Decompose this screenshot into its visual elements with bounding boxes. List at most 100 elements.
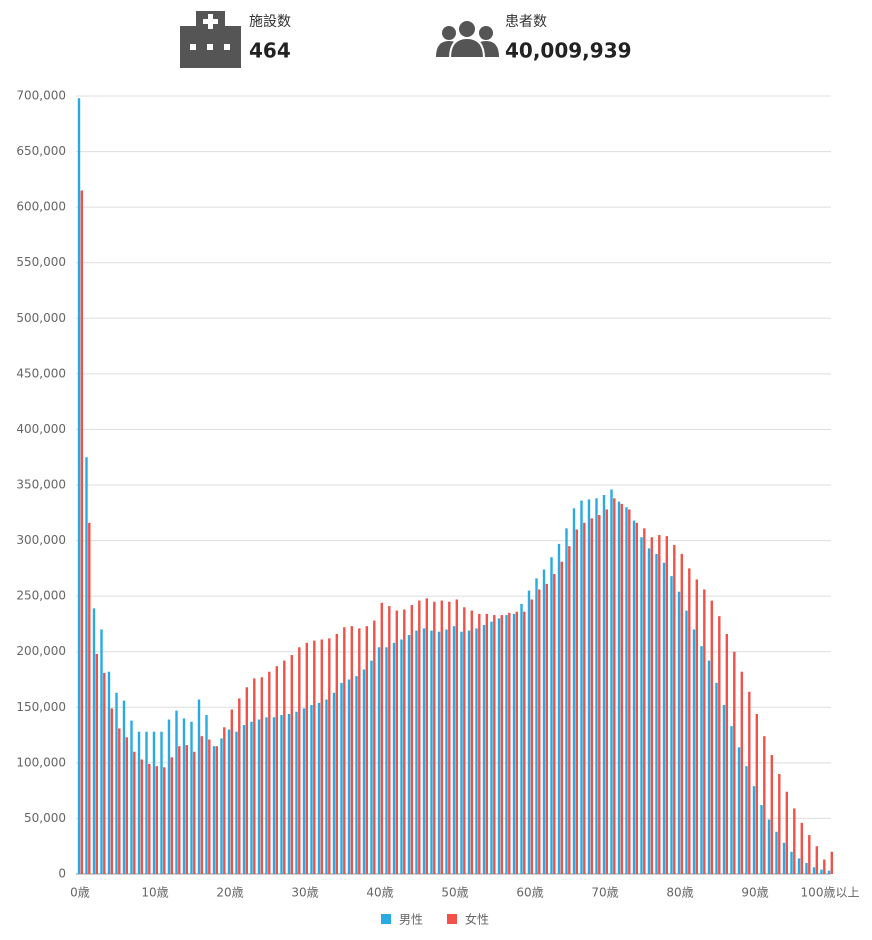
y-tick-label: 250,000 <box>16 589 66 603</box>
bar <box>470 610 473 874</box>
bar <box>422 628 426 874</box>
bar <box>403 609 406 874</box>
bar <box>602 495 606 874</box>
bar <box>613 498 616 874</box>
x-tick-label: 100歳以上 <box>801 886 860 900</box>
bar <box>493 615 496 874</box>
bar <box>485 613 488 874</box>
bar <box>508 612 511 874</box>
bar <box>695 579 698 874</box>
bar <box>830 851 833 874</box>
bar <box>265 717 268 874</box>
bar <box>77 98 81 875</box>
bar <box>275 666 278 874</box>
bar <box>272 717 276 874</box>
bar <box>197 699 201 874</box>
bar <box>305 642 308 874</box>
bar <box>748 691 751 874</box>
bar <box>140 759 143 874</box>
y-tick-label: 550,000 <box>16 255 66 269</box>
bar <box>520 603 523 874</box>
bar <box>437 631 441 874</box>
bar <box>385 647 388 874</box>
x-tick-label: 80歳 <box>666 886 693 900</box>
bar <box>820 869 823 874</box>
bar <box>103 672 106 874</box>
bar <box>767 819 771 874</box>
bar <box>700 646 703 874</box>
bar <box>190 721 193 874</box>
bar <box>358 628 361 874</box>
bar <box>313 640 316 874</box>
bar <box>640 537 643 874</box>
bar <box>617 501 621 874</box>
bar <box>590 518 593 874</box>
bar <box>332 692 336 874</box>
bar <box>560 561 563 874</box>
bar <box>752 786 756 874</box>
bar <box>418 600 421 874</box>
bar <box>778 773 781 874</box>
bar <box>632 520 636 874</box>
bar <box>290 655 293 874</box>
bar <box>415 630 418 874</box>
y-tick-label: 150,000 <box>16 700 66 714</box>
bar <box>530 599 533 874</box>
bar <box>328 638 331 874</box>
bar <box>392 642 396 874</box>
bar <box>715 682 718 874</box>
bar <box>568 546 571 874</box>
bar <box>148 763 151 874</box>
bar <box>775 831 778 874</box>
stat-label: 患者数 <box>505 14 547 30</box>
bar <box>790 851 793 874</box>
legend-label: 女性 <box>465 912 489 927</box>
bar <box>448 601 451 874</box>
bar <box>620 503 623 874</box>
bar <box>302 708 306 874</box>
x-tick-label: 40歳 <box>366 886 393 900</box>
bar <box>643 528 646 874</box>
bar <box>260 677 263 874</box>
bar <box>658 535 661 874</box>
bar <box>793 808 796 874</box>
x-tick-label: 0歳 <box>70 886 90 900</box>
bar <box>283 660 286 874</box>
bar <box>635 522 638 874</box>
bar <box>433 601 436 874</box>
bar <box>320 639 323 874</box>
bar <box>373 620 376 874</box>
y-tick-label: 600,000 <box>16 200 66 214</box>
bar <box>370 660 373 874</box>
bar <box>523 611 526 874</box>
bar <box>365 626 368 874</box>
bar <box>673 545 676 874</box>
bar <box>257 719 261 874</box>
bar <box>425 598 428 874</box>
legend-label: 男性 <box>399 913 423 927</box>
stat-label: 施設数 <box>249 14 291 30</box>
bar <box>238 698 241 874</box>
bar <box>800 822 803 874</box>
bar <box>212 746 216 874</box>
bar <box>220 738 223 874</box>
bar <box>707 660 711 874</box>
x-tick-label: 60歳 <box>516 886 543 900</box>
bar <box>745 766 748 874</box>
x-tick-label: 30歳 <box>291 886 318 900</box>
bar <box>827 870 831 874</box>
bar <box>452 626 456 874</box>
bar <box>823 859 826 874</box>
bar <box>527 590 531 874</box>
bar <box>185 745 188 874</box>
bar <box>625 507 628 874</box>
bar <box>160 731 163 874</box>
y-tick-label: 0 <box>58 867 66 881</box>
y-tick-label: 450,000 <box>16 366 66 380</box>
bar <box>808 835 811 874</box>
bar <box>460 631 463 874</box>
y-tick-label: 500,000 <box>16 311 66 325</box>
bar <box>478 613 481 874</box>
bar <box>80 190 83 874</box>
y-tick-label: 50,000 <box>24 811 66 825</box>
